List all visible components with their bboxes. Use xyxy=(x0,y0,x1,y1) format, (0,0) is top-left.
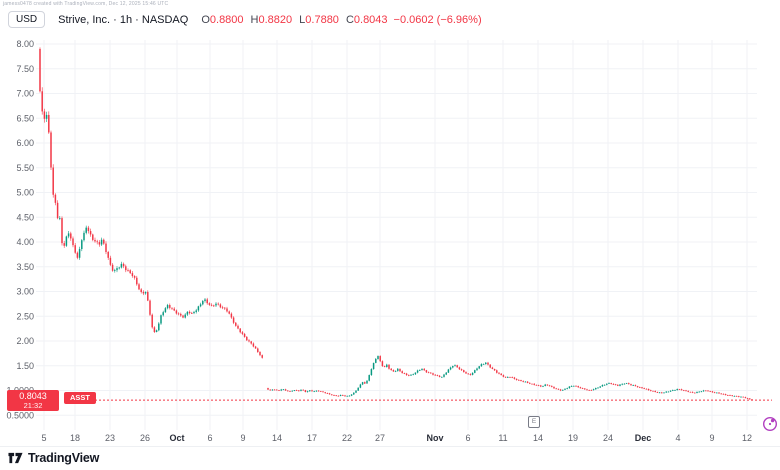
time-axis: 5 18 23 26 Oct 6 9 14 17 22 27 Nov 6 11 14 19 24 Dec 4 9 12 xyxy=(41,433,752,443)
high-label: H xyxy=(250,13,259,26)
svg-text:22: 22 xyxy=(342,433,352,443)
low-label: L xyxy=(299,13,306,26)
tradingview-logo-text: TradingView xyxy=(28,451,100,465)
svg-text:14: 14 xyxy=(272,433,282,443)
svg-text:19: 19 xyxy=(568,433,578,443)
ohlc-values: O0.8800 H0.8820 L0.7880 C0.8043 xyxy=(201,14,387,26)
candlestick-series xyxy=(267,355,753,401)
svg-text:4.50: 4.50 xyxy=(16,212,34,222)
svg-text:9: 9 xyxy=(240,433,245,443)
svg-text:Oct: Oct xyxy=(169,433,184,443)
change-value: −0.0602 (−6.96%) xyxy=(393,13,482,26)
svg-text:7.00: 7.00 xyxy=(16,89,34,99)
svg-text:0.5000: 0.5000 xyxy=(6,410,34,420)
symbol-title[interactable]: Strive, Inc. · 1h · NASDAQ xyxy=(58,13,189,26)
svg-text:2.50: 2.50 xyxy=(16,311,34,321)
svg-text:6.50: 6.50 xyxy=(16,113,34,123)
svg-text:6: 6 xyxy=(207,433,212,443)
svg-text:23: 23 xyxy=(105,433,115,443)
svg-text:Nov: Nov xyxy=(426,433,443,443)
tradingview-logo-icon xyxy=(8,452,23,464)
low-value: 0.7880 xyxy=(305,13,339,26)
currency-chip[interactable]: USD xyxy=(8,11,46,28)
last-price: 0.8043 xyxy=(19,391,47,401)
svg-text:11: 11 xyxy=(498,433,507,443)
close-value: 0.8043 xyxy=(353,13,388,26)
svg-text:14: 14 xyxy=(533,433,543,443)
svg-text:3.00: 3.00 xyxy=(16,287,34,297)
svg-text:6.00: 6.00 xyxy=(16,138,34,148)
svg-text:24: 24 xyxy=(603,433,613,443)
svg-text:1.50: 1.50 xyxy=(16,361,34,371)
open-value: 0.8800 xyxy=(209,13,244,26)
svg-text:26: 26 xyxy=(140,433,150,443)
footer-divider xyxy=(0,446,780,447)
svg-text:18: 18 xyxy=(70,433,80,443)
svg-text:27: 27 xyxy=(375,433,385,443)
earnings-marker[interactable]: E xyxy=(528,416,540,428)
svg-text:5: 5 xyxy=(41,433,46,443)
symbol-legend: USD Strive, Inc. · 1h · NASDAQ O0.8800 H… xyxy=(8,11,482,28)
svg-text:12: 12 xyxy=(742,433,752,443)
last-price-tag: 0.8043 21:32 xyxy=(7,390,59,411)
svg-text:4.00: 4.00 xyxy=(16,237,34,247)
replay-icon[interactable] xyxy=(761,415,779,433)
close-label: C xyxy=(345,13,354,26)
ticker-tag: ASST xyxy=(64,392,97,404)
chart-attribution: jamess0478 created with TradingView.com,… xyxy=(3,1,169,7)
price-axis: 8.00 7.50 7.00 6.50 6.00 5.50 5.00 4.50 4.00 3.50… xyxy=(6,39,34,420)
tradingview-branding[interactable]: TradingView xyxy=(8,451,99,465)
svg-text:5.00: 5.00 xyxy=(16,188,34,198)
svg-text:17: 17 xyxy=(307,433,317,443)
high-value: 0.8820 xyxy=(258,13,293,26)
gridlines xyxy=(36,40,757,430)
svg-text:3.50: 3.50 xyxy=(16,262,34,272)
bar-countdown: 21:32 xyxy=(23,401,43,410)
svg-text:4: 4 xyxy=(675,433,680,443)
svg-text:6: 6 xyxy=(465,433,470,443)
svg-text:8.00: 8.00 xyxy=(16,39,34,49)
svg-text:9: 9 xyxy=(709,433,714,443)
svg-text:7.50: 7.50 xyxy=(16,64,34,74)
open-label: O xyxy=(201,13,210,26)
svg-text:Dec: Dec xyxy=(635,433,652,443)
candlestick-series xyxy=(39,47,263,359)
svg-text:2.00: 2.00 xyxy=(16,336,34,346)
svg-text:5.50: 5.50 xyxy=(16,163,34,173)
